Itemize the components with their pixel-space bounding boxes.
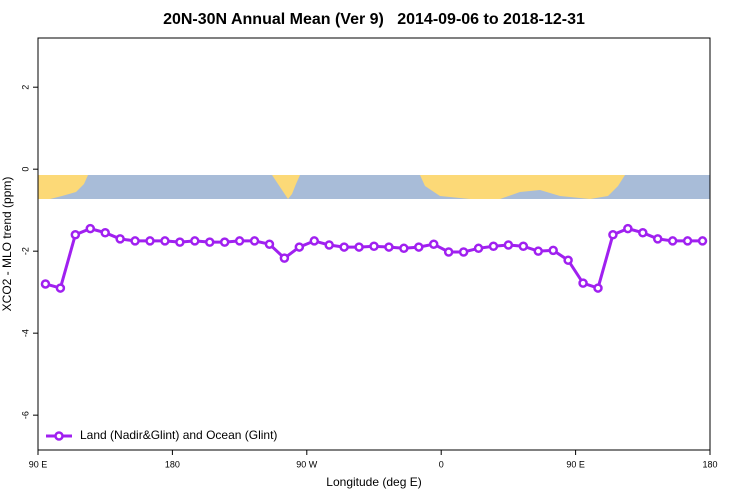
legend-marker (54, 431, 64, 441)
data-point (638, 227, 648, 238)
data-point (85, 223, 96, 234)
data-point (428, 239, 439, 249)
data-point (623, 223, 633, 234)
data-point (578, 278, 588, 288)
y-tick-label: -4 (20, 329, 30, 337)
data-point (697, 236, 708, 246)
data-point (40, 279, 51, 289)
data-point (130, 236, 140, 246)
data-point (518, 241, 529, 252)
data-point (399, 243, 409, 254)
data-point (249, 236, 260, 246)
data-point (443, 247, 454, 257)
data-point (55, 283, 66, 293)
data-point (309, 236, 320, 246)
data-point (190, 236, 200, 246)
data-point (354, 242, 364, 252)
data-point (503, 240, 514, 250)
data-point (115, 234, 125, 244)
data-point (145, 236, 155, 246)
legend-label: Land (Nadir&Glint) and Ocean (Glint) (80, 428, 277, 442)
x-tick-label: 90 W (296, 459, 318, 469)
data-point (384, 242, 394, 252)
data-point (219, 237, 230, 247)
y-tick-label: 0 (20, 167, 30, 172)
y-tick-label: 2 (20, 85, 30, 90)
series-line (45, 227, 703, 290)
map-strip (38, 175, 710, 199)
data-point (324, 240, 334, 250)
x-tick-label: 180 (702, 459, 717, 469)
x-tick-label: 90 E (566, 459, 585, 469)
y-tick-label: -6 (20, 411, 30, 419)
x-tick-label: 0 (439, 459, 444, 469)
y-tick-label: -2 (20, 247, 30, 255)
data-point (458, 247, 469, 257)
plot-frame (37, 37, 711, 451)
data-point (369, 241, 379, 252)
x-axis-label: Longitude (deg E) (326, 475, 421, 489)
data-point (473, 243, 484, 254)
data-point (100, 227, 110, 238)
data-point (339, 242, 349, 252)
data-point (563, 255, 573, 265)
x-tick-label: 90 E (29, 459, 48, 469)
data-point (279, 253, 290, 263)
data-point (488, 241, 499, 252)
data-point (414, 242, 424, 252)
data-point (608, 230, 618, 240)
y-axis-label: XCO2 - MLO trend (ppm) (0, 177, 14, 312)
data-point (682, 236, 693, 246)
data-point (264, 239, 275, 249)
x-tick-label: 180 (165, 459, 180, 469)
chart-title: 20N-30N Annual Mean (Ver 9) 2014-09-06 t… (163, 11, 585, 28)
data-point (234, 236, 245, 246)
data-point (294, 242, 305, 252)
data-point (548, 245, 558, 256)
data-point (204, 237, 215, 247)
data-point (160, 236, 170, 246)
data-point (175, 237, 185, 247)
data-point (533, 246, 544, 256)
data-point (667, 236, 678, 246)
data-point (652, 234, 663, 244)
data-point (70, 230, 81, 240)
data-point (593, 283, 603, 293)
